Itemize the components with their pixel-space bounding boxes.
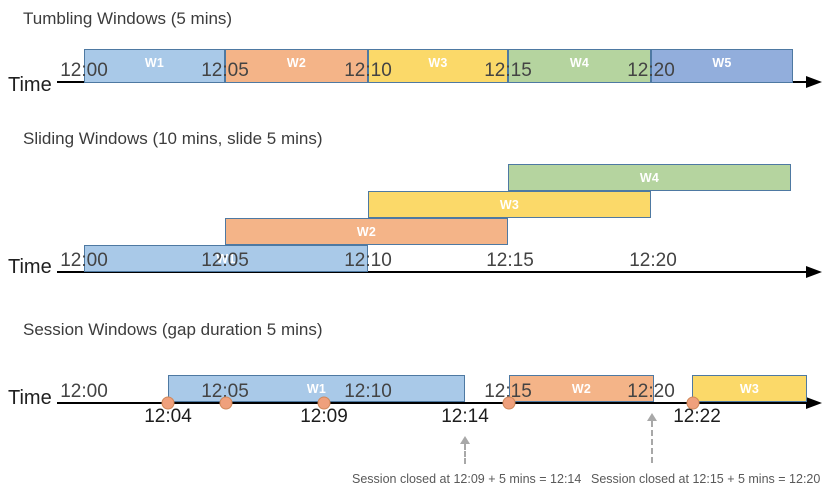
sliding-window-w3: W3	[368, 191, 651, 218]
tumbling-time-axis-label: Time	[8, 74, 52, 96]
session-tick-1210: 12:10	[344, 381, 392, 402]
tumbling-window-w5: W5	[651, 49, 793, 83]
sliding-tick-1200: 12:00	[60, 250, 108, 271]
session-time-axis-label: Time	[8, 387, 52, 409]
window-label: W2	[571, 382, 592, 396]
session-window-w2: W2	[509, 375, 654, 402]
window-label: W2	[286, 56, 307, 70]
tumbling-title: Tumbling Windows (5 mins)	[23, 9, 233, 28]
session-close-arrow-1214-icon	[460, 436, 470, 464]
sliding-time-axis-label: Time	[8, 256, 52, 278]
session-window-w3: W3	[692, 375, 807, 402]
event-time-label-1222: 12:22	[673, 406, 721, 427]
window-label: W4	[639, 171, 660, 185]
window-label: W2	[356, 225, 377, 239]
window-label: W3	[428, 56, 448, 70]
arrow-dashed-shaft	[651, 421, 653, 463]
sliding-window-w2: W2	[225, 218, 508, 245]
tumbling-window-w3: W3	[368, 49, 508, 83]
session-tick-1200: 12:00	[60, 381, 108, 402]
session-time-axis	[57, 402, 809, 404]
window-label: W1	[306, 382, 327, 396]
sliding-window-w4: W4	[508, 164, 791, 191]
tumbling-tick-1220: 12:20	[627, 60, 675, 81]
tumbling-tick-1210: 12:10	[344, 60, 392, 81]
sliding-time-axis	[57, 271, 809, 273]
window-label: W3	[499, 198, 520, 212]
sliding-window-w1: W1	[84, 245, 368, 272]
session-title: Session Windows (gap duration 5 mins)	[23, 320, 323, 339]
sliding-tick-1205: 12:05	[201, 250, 249, 271]
session-tick-1220: 12:20	[627, 381, 675, 402]
session-tick-1205: 12:05	[201, 381, 249, 402]
arrow-up-head-icon	[647, 413, 657, 421]
arrow-dashed-shaft	[464, 444, 466, 464]
event-dot-1222	[686, 396, 700, 410]
tumbling-axis-arrowhead-icon	[806, 76, 822, 88]
sliding-tick-1220: 12:20	[629, 250, 677, 271]
event-time-label-1209: 12:09	[300, 406, 348, 427]
session-close-annotation-2: Session closed at 12:15 + 5 mins = 12:20	[591, 472, 821, 486]
window-label: W3	[739, 382, 760, 396]
window-label: W5	[712, 56, 732, 70]
event-dot-1204	[161, 396, 175, 410]
session-close-annotation-1: Session closed at 12:09 + 5 mins = 12:14	[352, 472, 582, 486]
tumbling-tick-1200: 12:00	[60, 60, 108, 81]
sliding-tick-1215: 12:15	[486, 250, 534, 271]
event-time-label-1214: 12:14	[441, 406, 489, 427]
sliding-tick-1210: 12:10	[344, 250, 392, 271]
tumbling-window-w2: W2	[225, 49, 368, 83]
tumbling-tick-1215: 12:15	[484, 60, 532, 81]
sliding-title: Sliding Windows (10 mins, slide 5 mins)	[23, 129, 323, 148]
window-label: W1	[216, 252, 236, 266]
session-window-w1: W1	[168, 375, 465, 402]
arrow-up-head-icon	[460, 436, 470, 444]
session-axis-arrowhead-icon	[806, 397, 822, 409]
window-label: W4	[569, 56, 590, 70]
tumbling-window-w1: W1	[84, 49, 225, 83]
sliding-axis-arrowhead-icon	[806, 266, 822, 278]
event-dot-1215	[502, 396, 516, 410]
event-time-label-1204: 12:04	[144, 406, 192, 427]
session-close-arrow-1220-icon	[647, 413, 657, 463]
event-dot-1205	[219, 396, 233, 410]
session-tick-1215: 12:15	[484, 381, 532, 402]
tumbling-tick-1205: 12:05	[201, 60, 249, 81]
tumbling-window-w4: W4	[508, 49, 651, 83]
event-dot-1209	[317, 396, 331, 410]
window-label: W1	[144, 56, 165, 70]
